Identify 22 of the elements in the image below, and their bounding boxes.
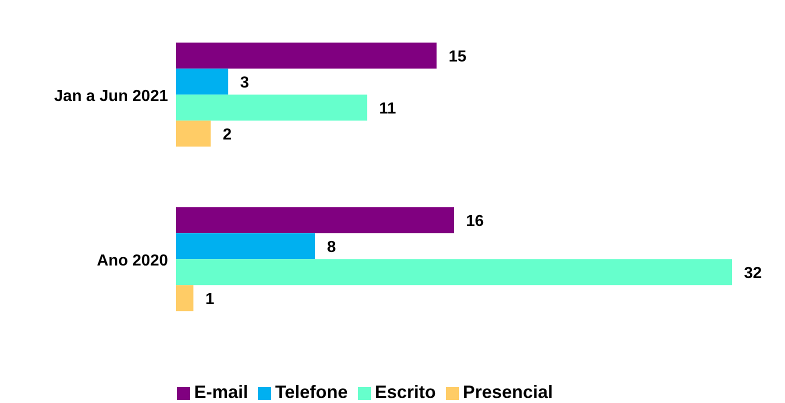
data-label: 8	[327, 238, 336, 256]
bar	[176, 207, 454, 234]
bar	[176, 259, 732, 286]
bar	[176, 233, 315, 260]
legend-label: Telefone	[275, 382, 348, 402]
legend-label: E-mail	[194, 382, 248, 402]
bar	[176, 94, 368, 121]
data-label: 11	[379, 100, 396, 118]
bar	[176, 42, 437, 69]
data-label: 16	[466, 212, 484, 230]
data-label: 2	[222, 126, 232, 144]
bar	[176, 120, 211, 147]
y-tick-label: Jan a Jun 2021	[54, 88, 168, 105]
data-label: 15	[448, 48, 467, 66]
data-label: 1	[205, 290, 214, 308]
bar	[176, 68, 228, 95]
legend-label: Escrito	[374, 382, 436, 402]
legend-label: Presencial	[462, 382, 553, 402]
data-label: 3	[240, 74, 250, 92]
data-label: 32	[744, 264, 762, 282]
bar	[176, 285, 194, 312]
y-tick-label: Ano 2020	[96, 252, 168, 270]
